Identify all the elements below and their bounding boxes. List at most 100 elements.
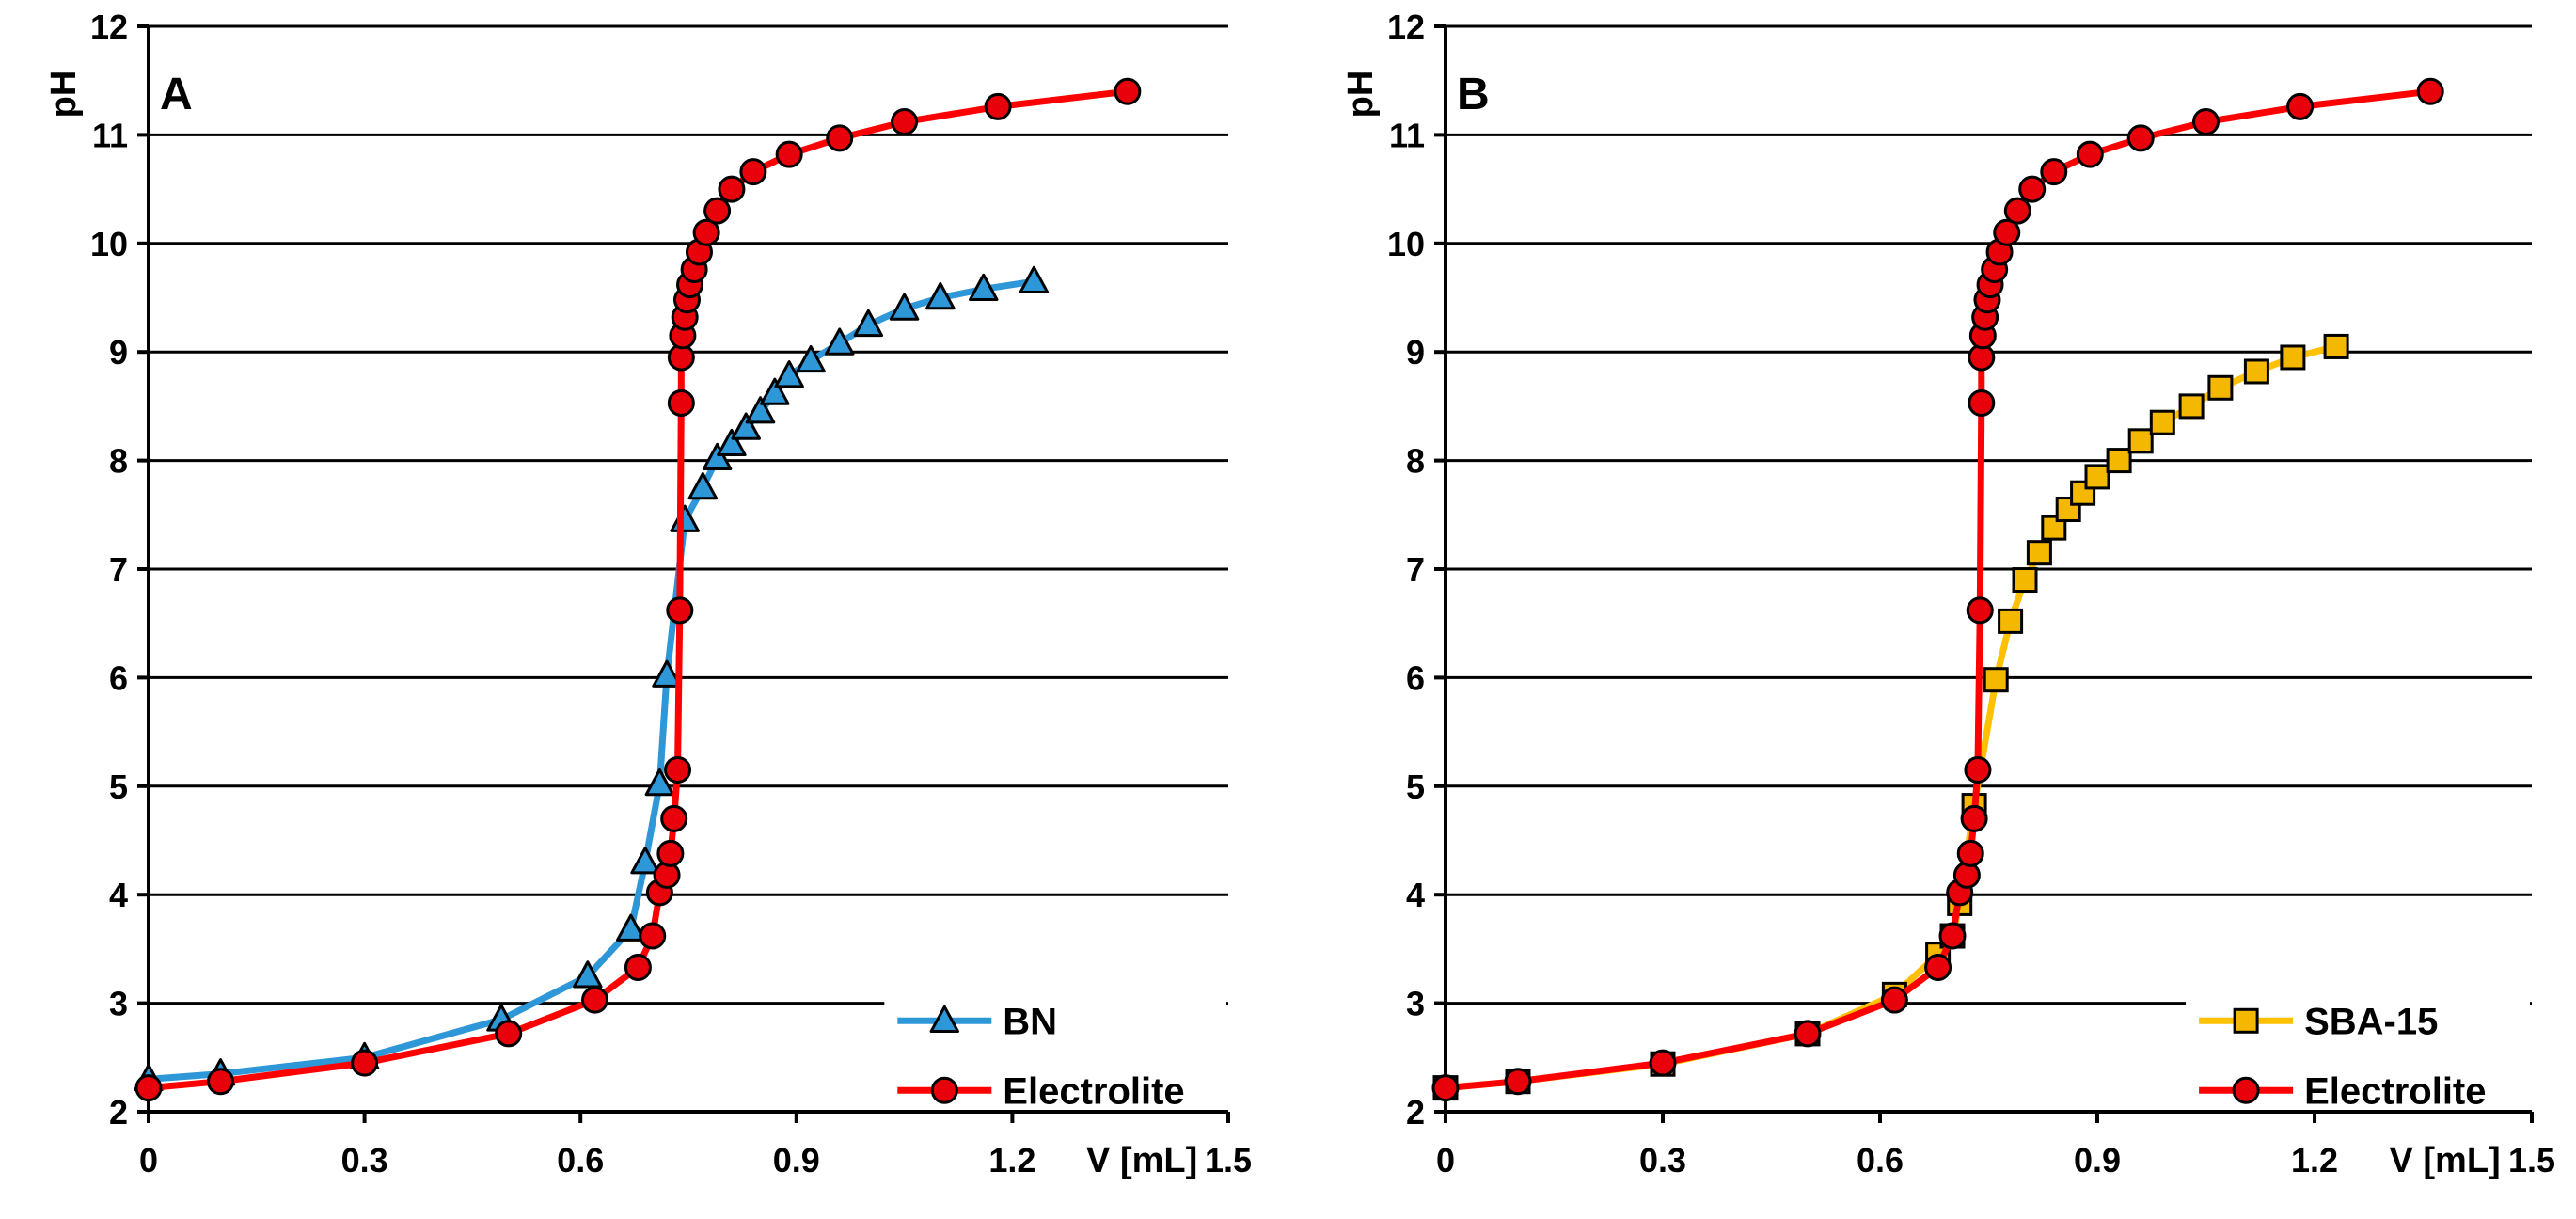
- data-point: [2323, 333, 2349, 359]
- x-tick-label: 0.9: [2074, 1141, 2121, 1179]
- data-point: [702, 442, 733, 471]
- data-point: [630, 847, 660, 875]
- data-point: [639, 922, 667, 950]
- series-line: [145, 277, 1037, 1083]
- data-point: [2286, 92, 2315, 120]
- series-line: [1442, 87, 2434, 1092]
- legend-swatch-marker: [2233, 1007, 2259, 1034]
- series-line: [1442, 342, 2340, 1092]
- data-point: [760, 377, 790, 405]
- legend-entry: BN: [897, 1001, 1057, 1042]
- x-axis-title: V [mL]: [1086, 1141, 1197, 1180]
- data-point: [969, 273, 999, 302]
- data-point: [2126, 124, 2155, 152]
- legend-swatch-marker: [2232, 1076, 2260, 1104]
- y-tick-label: 5: [109, 768, 128, 806]
- panel-label-box: [1448, 28, 1512, 119]
- data-point: [1114, 77, 1142, 105]
- data-point: [2026, 540, 2052, 566]
- x-tick-label: 1.2: [2291, 1141, 2338, 1179]
- y-tick-label: 8: [109, 442, 128, 481]
- y-tick-label: 7: [109, 550, 128, 589]
- x-axis-title: V [mL]: [2389, 1141, 2500, 1180]
- data-point: [2178, 393, 2205, 420]
- data-point: [2192, 108, 2220, 136]
- y-tick-label: 11: [1389, 116, 1425, 154]
- data-point: [2003, 197, 2031, 225]
- y-tick-label: 10: [90, 225, 128, 263]
- data-point: [692, 218, 720, 246]
- data-point: [624, 954, 652, 982]
- legend-label: Electrolite: [2304, 1070, 2486, 1112]
- y-tick-label: 5: [1406, 768, 1425, 806]
- data-point: [891, 108, 919, 136]
- data-point: [1952, 861, 1981, 889]
- data-point: [1649, 1049, 1677, 1077]
- data-point: [1964, 755, 1992, 784]
- data-point: [853, 309, 884, 338]
- data-point: [667, 388, 695, 417]
- legend-label: BN: [1003, 1001, 1057, 1042]
- data-point: [573, 960, 603, 989]
- y-tick-label: 2: [109, 1093, 128, 1132]
- legend-entry: SBA-15: [2199, 1001, 2438, 1042]
- data-point: [656, 839, 685, 867]
- data-point: [1938, 922, 1967, 950]
- data-point: [796, 344, 826, 373]
- data-point: [2207, 374, 2234, 401]
- data-point: [824, 327, 855, 356]
- y-tick-label: 12: [90, 8, 128, 46]
- data-point: [1998, 608, 2024, 634]
- legend-label: SBA-15: [2304, 1001, 2438, 1042]
- y-tick-label: 8: [1406, 442, 1425, 481]
- data-point: [984, 92, 1012, 120]
- data-point: [774, 360, 804, 388]
- data-point: [1956, 839, 1984, 867]
- data-point: [2018, 175, 2047, 203]
- y-tick-label: 6: [109, 658, 128, 697]
- data-point: [1966, 596, 1994, 625]
- data-point: [718, 175, 746, 203]
- y-tick-label: 3: [1406, 985, 1425, 1023]
- y-tick-label: 11: [92, 116, 128, 154]
- data-point: [652, 659, 682, 688]
- data-point: [2280, 344, 2306, 371]
- legend-swatch-marker: [929, 1005, 960, 1034]
- x-tick-label: 0: [139, 1141, 158, 1179]
- data-point: [351, 1049, 379, 1077]
- x-tick-label: 0.3: [341, 1141, 388, 1179]
- data-point: [644, 768, 675, 797]
- x-tick-label: 0.6: [557, 1141, 604, 1179]
- chart-panel-b: 2 3 4 5 6 7 8 9 10 11 12 0 0.3 0.6 0.9 1.2 1.5V [mL] pH B S…: [1341, 8, 2555, 1180]
- y-tick-label: 2: [1406, 1093, 1425, 1132]
- data-point: [703, 197, 732, 225]
- data-point: [2084, 464, 2110, 490]
- data-point: [889, 293, 920, 321]
- data-point: [1019, 265, 1050, 293]
- data-point: [207, 1068, 235, 1096]
- data-point: [134, 1074, 163, 1102]
- y-tick-label: 3: [109, 985, 128, 1023]
- data-point: [2243, 358, 2269, 385]
- legend-swatch-marker: [930, 1076, 958, 1104]
- series-electrolite: [134, 77, 1142, 1102]
- panel-label: A: [160, 70, 193, 119]
- data-point: [660, 804, 688, 832]
- data-point: [745, 396, 776, 424]
- data-point: [2149, 409, 2175, 435]
- data-point: [616, 913, 646, 942]
- y-tick-label: 7: [1406, 550, 1425, 589]
- series-electrolite: [1431, 77, 2444, 1102]
- data-point: [739, 158, 767, 186]
- legend-entry: Electrolite: [2199, 1070, 2487, 1112]
- legend-label: Electrolite: [1003, 1070, 1184, 1112]
- x-tick-label: 1.5: [2508, 1141, 2555, 1179]
- data-point: [775, 140, 803, 168]
- x-tick-label: 1.5: [1205, 1141, 1252, 1179]
- panel-label: B: [1457, 70, 1490, 119]
- y-tick-label: 6: [1406, 658, 1425, 697]
- y-axis-title: pH: [1341, 71, 1381, 119]
- y-tick-label: 9: [1406, 333, 1425, 372]
- data-point: [1983, 667, 2009, 693]
